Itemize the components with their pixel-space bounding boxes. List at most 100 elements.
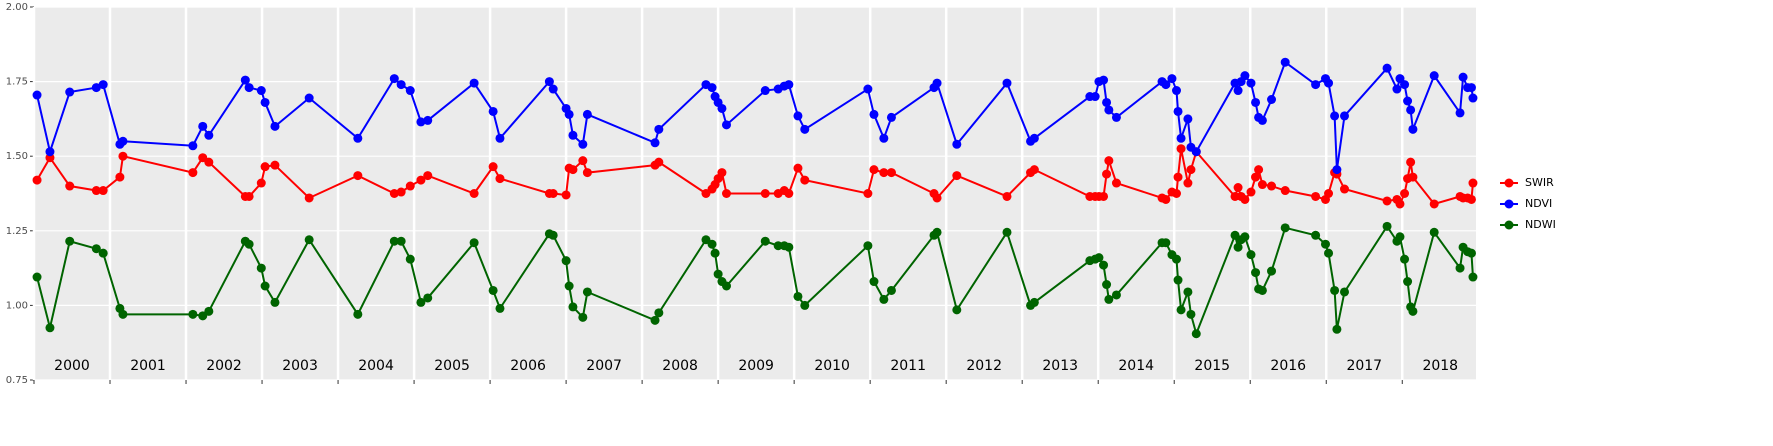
point — [1324, 78, 1334, 88]
point — [1176, 305, 1186, 315]
point — [721, 120, 731, 130]
point — [713, 269, 723, 279]
point — [488, 285, 498, 295]
point — [1429, 71, 1439, 81]
x-tick-label: 2017 — [1346, 358, 1382, 374]
point — [204, 306, 214, 316]
point — [1339, 184, 1349, 194]
y-tick-label: 1.75 — [6, 77, 28, 88]
point — [863, 241, 873, 251]
point — [548, 84, 558, 94]
point — [1161, 194, 1171, 204]
point — [952, 305, 962, 315]
point — [1090, 92, 1100, 102]
point — [784, 189, 794, 198]
point — [564, 109, 574, 119]
point — [800, 300, 810, 310]
point — [1104, 105, 1114, 115]
point — [1257, 285, 1267, 295]
point — [270, 297, 280, 307]
point — [1240, 194, 1250, 204]
point — [1466, 248, 1476, 258]
point — [65, 236, 75, 246]
point — [389, 74, 399, 84]
point — [188, 141, 198, 151]
point — [886, 285, 896, 295]
point — [1330, 111, 1340, 121]
point — [1186, 309, 1196, 319]
point — [760, 86, 770, 96]
point — [1403, 277, 1413, 287]
point — [1111, 178, 1121, 188]
point — [1167, 74, 1177, 84]
point — [654, 308, 664, 318]
point — [1257, 180, 1267, 190]
point — [244, 239, 254, 249]
x-tick-label: 2018 — [1422, 358, 1458, 374]
point — [1382, 221, 1392, 231]
point — [495, 303, 505, 313]
point — [760, 189, 770, 198]
point — [1251, 268, 1261, 278]
point — [396, 187, 406, 197]
point — [1233, 86, 1243, 96]
x-tick-label: 2013 — [1042, 358, 1078, 374]
point — [1468, 178, 1478, 188]
legend-key — [1504, 199, 1514, 209]
point — [1251, 97, 1261, 107]
point — [469, 238, 479, 248]
point — [204, 157, 214, 167]
point — [32, 272, 42, 282]
point — [582, 109, 592, 119]
point — [1257, 115, 1267, 125]
point — [1183, 114, 1193, 124]
point — [869, 277, 879, 287]
point — [416, 297, 426, 307]
point — [1029, 297, 1039, 307]
point — [1429, 199, 1439, 209]
point — [879, 133, 889, 143]
point — [188, 168, 198, 178]
point — [863, 189, 873, 198]
point — [1099, 75, 1109, 85]
point — [1458, 72, 1468, 82]
point — [188, 309, 198, 319]
point — [1173, 106, 1183, 116]
point — [1403, 96, 1413, 106]
point — [1104, 294, 1114, 304]
point — [1468, 93, 1478, 103]
point — [578, 139, 588, 149]
point — [1172, 86, 1182, 96]
point — [260, 162, 270, 172]
y-tick-label: 1.25 — [6, 226, 28, 237]
point — [423, 115, 433, 125]
x-tick-label: 2002 — [206, 358, 242, 374]
y-tick-label: 1.00 — [6, 300, 28, 311]
point — [1267, 95, 1277, 105]
point — [952, 139, 962, 149]
point — [32, 175, 42, 185]
point — [1455, 263, 1465, 273]
point — [1455, 108, 1465, 118]
point — [1395, 232, 1405, 242]
point — [98, 186, 108, 196]
point — [1267, 181, 1277, 191]
point — [1466, 83, 1476, 93]
point — [1172, 254, 1182, 264]
point — [256, 263, 266, 273]
point — [1429, 227, 1439, 237]
point — [32, 90, 42, 100]
point — [1311, 230, 1321, 240]
point — [721, 281, 731, 291]
point — [654, 124, 664, 134]
point — [886, 168, 896, 178]
point — [707, 239, 717, 249]
point — [1099, 260, 1109, 270]
point — [98, 248, 108, 258]
point — [405, 86, 415, 96]
point — [416, 175, 426, 185]
point — [561, 190, 571, 200]
x-tick-label: 2016 — [1270, 358, 1306, 374]
point — [1173, 172, 1183, 182]
point — [1246, 250, 1256, 260]
